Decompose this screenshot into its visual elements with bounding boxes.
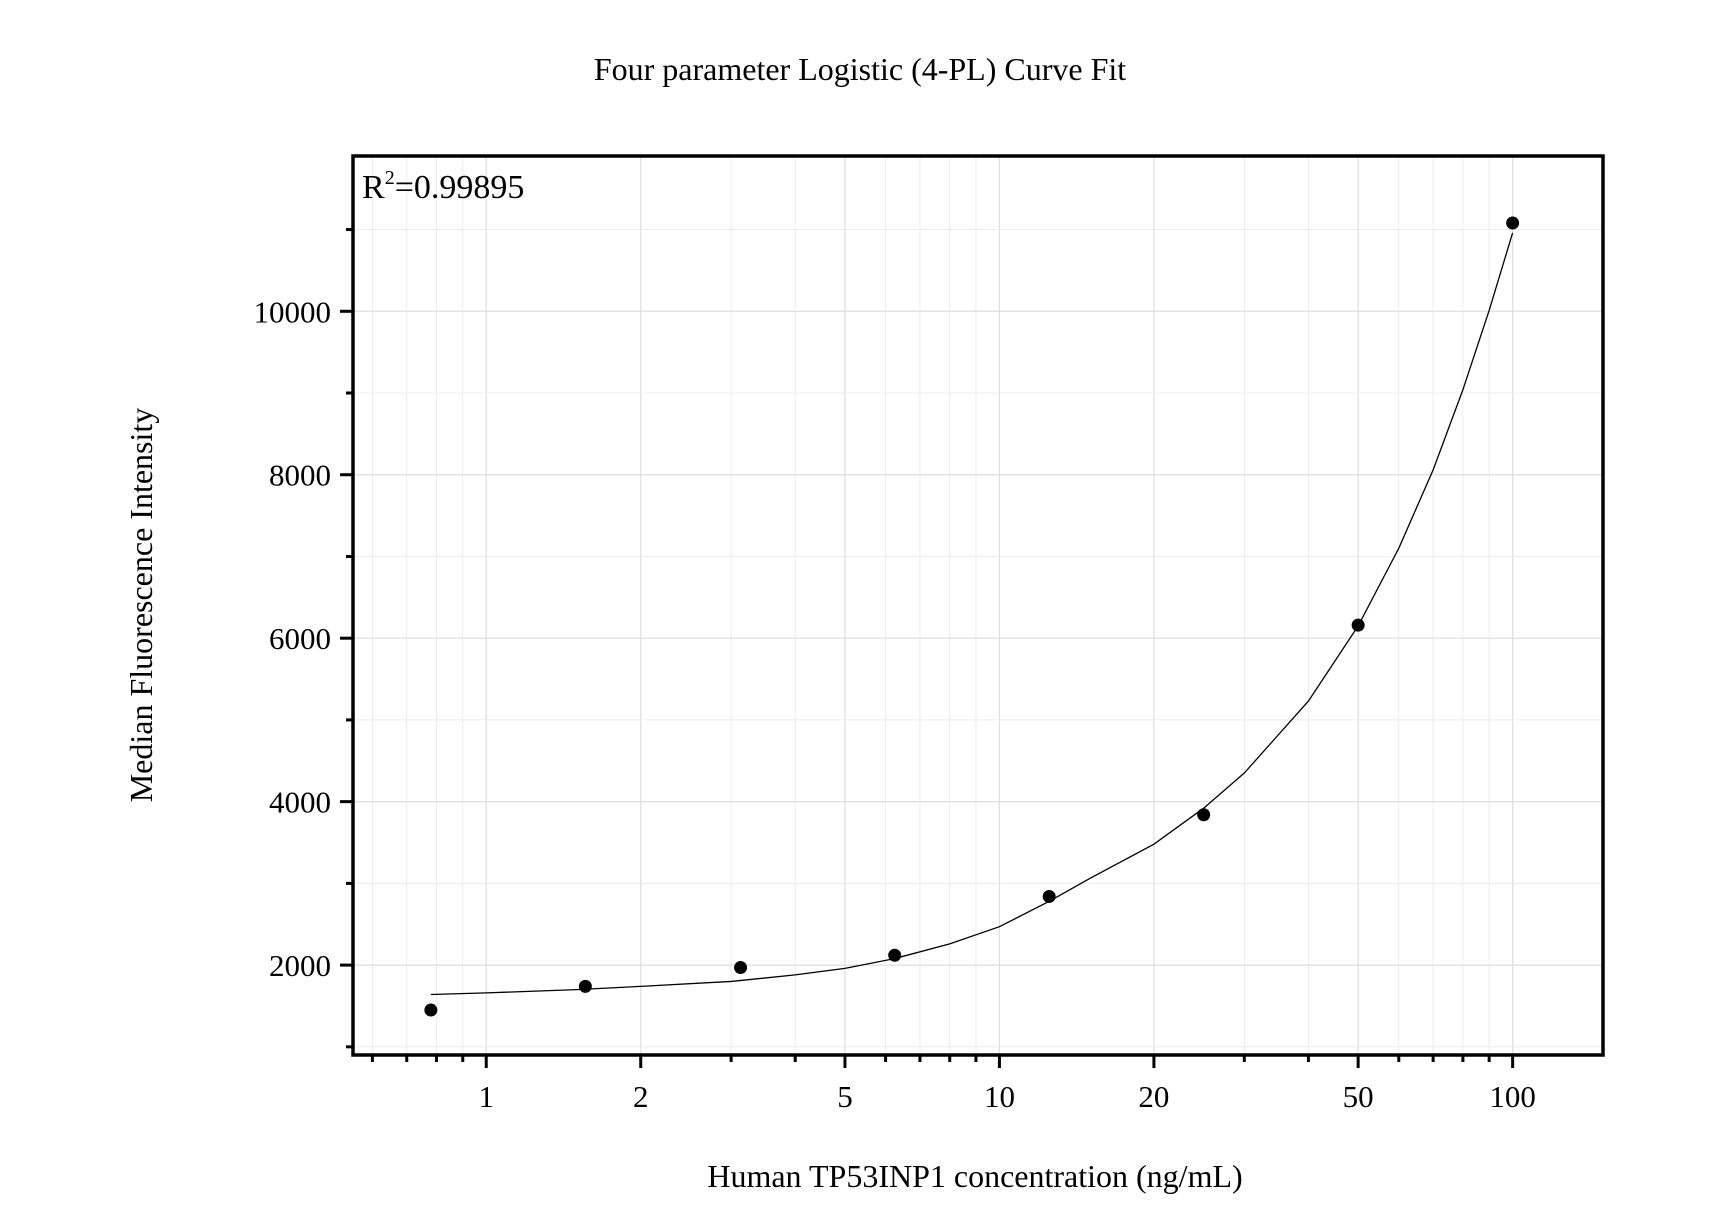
y-tick-label: 8000: [269, 458, 331, 493]
data-point: [424, 1003, 438, 1017]
y-tick-label: 6000: [269, 621, 331, 656]
r2-superscript: 2: [385, 167, 395, 189]
fit-curve-layer: [430, 232, 1514, 996]
y-tick-label: 10000: [254, 294, 332, 329]
fit-curve: [430, 232, 1514, 996]
x-tick-label: 10: [984, 1079, 1015, 1114]
data-points: [424, 216, 1520, 1017]
data-point: [888, 948, 902, 962]
r2-value: =0.99895: [395, 169, 525, 206]
x-tick-label: 2: [633, 1079, 649, 1114]
axes: 1 2 5 10 20 50 100 2000 4000 6000 8000 10000: [254, 154, 1605, 1114]
x-axis-label: Human TP53INP1 concentration (ng/mL): [707, 1158, 1242, 1194]
x-tick-label: 5: [837, 1079, 853, 1114]
r2-annotation: R2=0.99895: [362, 167, 524, 206]
data-point: [1506, 216, 1520, 230]
data-point: [1042, 889, 1056, 903]
x-tick-label: 50: [1343, 1079, 1374, 1114]
r2-letter: R: [362, 169, 385, 206]
x-tick-label: 100: [1489, 1079, 1536, 1114]
grid: [353, 156, 1603, 1055]
y-tick-label: 2000: [269, 948, 331, 983]
x-tick-label: 20: [1138, 1079, 1169, 1114]
data-point: [734, 961, 748, 975]
data-point: [578, 979, 592, 993]
y-tick-label: 4000: [269, 785, 331, 820]
data-point: [1351, 618, 1365, 632]
y-axis-label: Median Fluorescence Intensity: [123, 408, 159, 803]
x-tick-label: 1: [478, 1079, 494, 1114]
plot-frame: [351, 154, 1605, 1057]
data-point: [1197, 808, 1211, 822]
chart-title: Four parameter Logistic (4-PL) Curve Fit: [594, 51, 1126, 87]
